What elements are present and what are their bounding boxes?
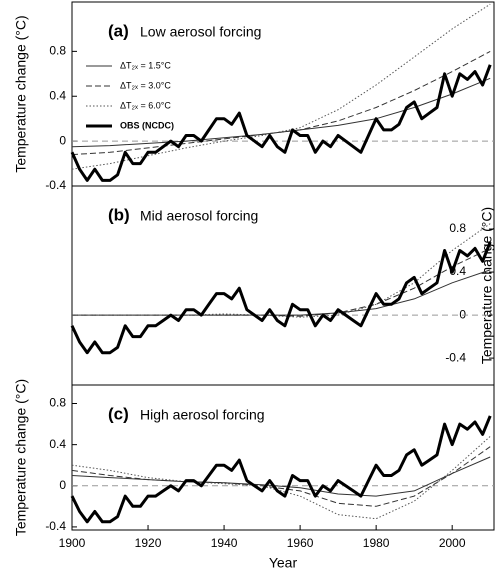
series-line [72, 269, 491, 316]
series-line [71, 436, 491, 520]
y-tick-label: 0 [59, 478, 66, 492]
legend-label: ΔT₂ₓ = 1.5°C [120, 60, 171, 70]
y-tick-label: 0.8 [449, 221, 466, 235]
y-axis-label: Temperature change (°C) [13, 15, 29, 172]
y-axis-label: Temperature change (°C) [13, 379, 29, 536]
panel-label: (b) [108, 205, 130, 224]
y-tick-label: -0.4 [45, 519, 66, 533]
y-tick-label: 0.8 [49, 44, 66, 58]
panel-label: (a) [108, 21, 129, 40]
legend-label: OBS (NCDC) [120, 120, 174, 130]
series-line [71, 50, 491, 156]
series-line [71, 446, 491, 507]
series-line [72, 223, 491, 318]
series-line [70, 415, 492, 524]
y-tick-label: 0 [459, 307, 466, 321]
y-tick-label: 0 [59, 133, 66, 147]
x-axis-label: Year [269, 555, 298, 571]
series-line [71, 3, 491, 170]
y-tick-label: 0.4 [49, 437, 66, 451]
y-tick-label: -0.4 [445, 350, 466, 364]
y-tick-label: -0.4 [45, 178, 66, 192]
x-tick-label: 1960 [287, 536, 314, 550]
x-tick-label: 1920 [135, 536, 162, 550]
series-line [71, 456, 491, 497]
plot-frame [71, 384, 495, 531]
legend-label: ΔT₂ₓ = 6.0°C [120, 100, 171, 110]
x-tick-label: 1900 [59, 536, 86, 550]
y-axis-label: Temperature change (°C) [479, 207, 495, 364]
series-line [72, 247, 491, 317]
panel-title: Low aerosol forcing [140, 24, 261, 40]
panel-title: Mid aerosol forcing [140, 208, 258, 224]
series-line [70, 241, 492, 355]
panel-label: (c) [108, 404, 129, 423]
x-tick-label: 2000 [439, 536, 466, 550]
y-tick-label: 0.8 [49, 396, 66, 410]
panel-title: High aerosol forcing [140, 407, 265, 423]
legend-label: ΔT₂ₓ = 3.0°C [120, 80, 171, 90]
y-tick-label: 0.4 [49, 88, 66, 102]
series-line [70, 64, 492, 182]
x-tick-label: 1980 [363, 536, 390, 550]
x-tick-label: 1940 [211, 536, 238, 550]
